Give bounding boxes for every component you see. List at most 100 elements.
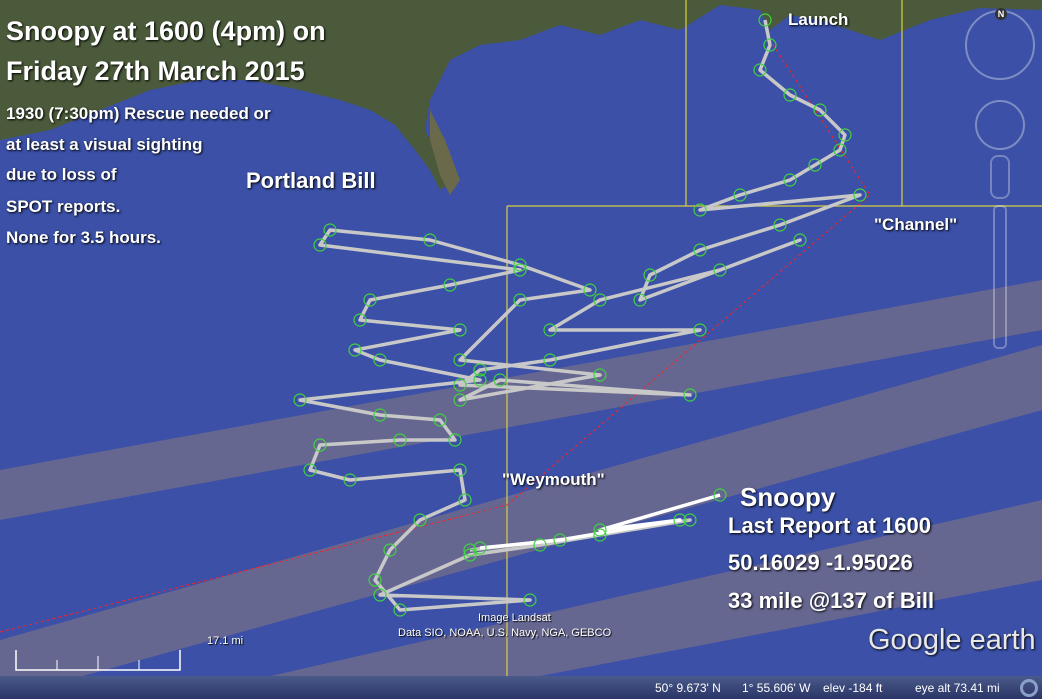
spot-fix-marker[interactable] <box>343 473 357 487</box>
spot-fix-marker[interactable] <box>433 413 447 427</box>
label-portland-bill: Portland Bill <box>246 168 376 193</box>
spot-fix-marker[interactable] <box>583 283 597 297</box>
spot-fix-marker[interactable] <box>493 373 507 387</box>
spot-fix-marker[interactable] <box>593 293 607 307</box>
spot-fix-marker[interactable] <box>713 488 727 502</box>
spot-fix-marker[interactable] <box>373 588 387 602</box>
last-report-coords: 50.16029 -1.95026 <box>728 550 913 575</box>
label-weymouth: "Weymouth" <box>502 470 605 489</box>
spot-fix-marker[interactable] <box>303 463 317 477</box>
label-launch: Launch <box>788 10 849 29</box>
spot-fix-marker[interactable] <box>453 353 467 367</box>
spot-fix-marker[interactable] <box>313 238 327 252</box>
spot-fix-marker[interactable] <box>458 493 472 507</box>
spot-fix-marker[interactable] <box>753 63 767 77</box>
spot-fix-marker[interactable] <box>473 363 487 377</box>
spot-fix-marker[interactable] <box>673 513 687 527</box>
shipping-lane <box>0 345 1042 699</box>
spot-fix-marker[interactable] <box>643 268 657 282</box>
spot-fix-marker[interactable] <box>783 88 797 102</box>
status-eye-altitude: eye alt 73.41 mi <box>915 681 1000 695</box>
note-line: due to loss of <box>6 165 117 184</box>
spot-fix-marker[interactable] <box>633 293 647 307</box>
spot-fix-marker[interactable] <box>593 368 607 382</box>
spot-fix-marker[interactable] <box>313 438 327 452</box>
spot-fix-marker[interactable] <box>368 573 382 587</box>
move-joystick[interactable] <box>975 100 1025 150</box>
spot-fix-marker[interactable] <box>448 433 462 447</box>
spot-fix-marker[interactable] <box>473 373 487 387</box>
spot-fix-marker[interactable] <box>763 38 777 52</box>
spot-fix-marker[interactable] <box>453 463 467 477</box>
spot-fix-marker[interactable] <box>683 388 697 402</box>
zoom-slider[interactable] <box>993 205 1007 349</box>
spot-fix-marker[interactable] <box>293 393 307 407</box>
spot-fix-marker[interactable] <box>353 313 367 327</box>
look-joystick[interactable] <box>965 10 1035 80</box>
spot-fix-marker[interactable] <box>453 378 467 392</box>
spot-fix-marker[interactable] <box>693 323 707 337</box>
title-line-1: Snoopy at 1600 (4pm) on <box>6 16 326 46</box>
spot-fix-marker[interactable] <box>393 433 407 447</box>
label-channel: "Channel" <box>874 215 958 234</box>
spot-fix-marker[interactable] <box>453 393 467 407</box>
spot-fix-marker[interactable] <box>323 223 337 237</box>
spot-fix-marker[interactable] <box>393 603 407 617</box>
spot-fix-marker[interactable] <box>838 128 852 142</box>
spot-fix-marker[interactable] <box>593 523 607 537</box>
spot-fix-marker[interactable] <box>713 263 727 277</box>
spot-fix-marker[interactable] <box>693 243 707 257</box>
spot-fix-marker[interactable] <box>413 513 427 527</box>
spot-fix-marker[interactable] <box>383 543 397 557</box>
spot-fix-marker[interactable] <box>553 533 567 547</box>
bearing-line <box>0 39 871 633</box>
spot-fix-marker[interactable] <box>473 541 487 555</box>
spot-fix-marker[interactable] <box>443 278 457 292</box>
status-longitude: 1° 55.606' W <box>742 681 811 695</box>
street-view-pegman-icon[interactable] <box>990 155 1010 199</box>
spot-fix-marker[interactable] <box>463 543 477 557</box>
spot-fix-marker[interactable] <box>513 258 527 272</box>
spot-fix-marker[interactable] <box>593 528 607 542</box>
compass-north[interactable]: N <box>995 8 1007 20</box>
spot-fix-marker[interactable] <box>453 323 467 337</box>
spot-fix-marker[interactable] <box>773 218 787 232</box>
spot-fix-marker[interactable] <box>833 143 847 157</box>
spot-fix-marker[interactable] <box>513 293 527 307</box>
last-leg-line <box>479 493 721 550</box>
spot-fix-marker[interactable] <box>363 293 377 307</box>
scale-bar <box>15 650 181 671</box>
last-report-label: Last Report at 1600 <box>728 513 931 538</box>
google-earth-logo: Google earth <box>868 624 1036 656</box>
title-line-2: Friday 27th March 2015 <box>6 56 305 86</box>
attribution-data: Data SIO, NOAA, U.S. Navy, NGA, GEBCO <box>398 627 612 639</box>
spot-fix-marker[interactable] <box>513 263 527 277</box>
spot-fix-marker[interactable] <box>733 188 747 202</box>
spot-fix-marker[interactable] <box>783 173 797 187</box>
spot-fix-marker[interactable] <box>373 408 387 422</box>
spot-fix-marker[interactable] <box>793 233 807 247</box>
spot-fix-marker[interactable] <box>533 538 547 552</box>
spot-fix-marker[interactable] <box>463 548 477 562</box>
spot-fix-marker[interactable] <box>523 593 537 607</box>
label-snoopy: Snoopy <box>740 482 836 512</box>
track <box>293 13 867 617</box>
spot-fix-marker[interactable] <box>423 233 437 247</box>
spot-fix-marker[interactable] <box>808 158 822 172</box>
coastline-land <box>0 0 1042 190</box>
spot-fix-marker[interactable] <box>813 103 827 117</box>
spot-fix-marker[interactable] <box>543 353 557 367</box>
spot-fix-marker[interactable] <box>758 13 772 27</box>
spot-fix-marker[interactable] <box>373 353 387 367</box>
scale-label: 17.1 mi <box>207 635 244 647</box>
note-line: SPOT reports. <box>6 197 121 216</box>
shipping-lane <box>170 500 1042 699</box>
spot-fix-marker[interactable] <box>348 343 362 357</box>
spot-fix-marker[interactable] <box>683 513 697 527</box>
status-latitude: 50° 9.673' N <box>655 681 721 695</box>
spot-fix-marker[interactable] <box>853 188 867 202</box>
spot-fix-marker[interactable] <box>543 323 557 337</box>
spot-fix-marker[interactable] <box>693 203 707 217</box>
last-report-distance: 33 mile @137 of Bill <box>728 588 935 613</box>
